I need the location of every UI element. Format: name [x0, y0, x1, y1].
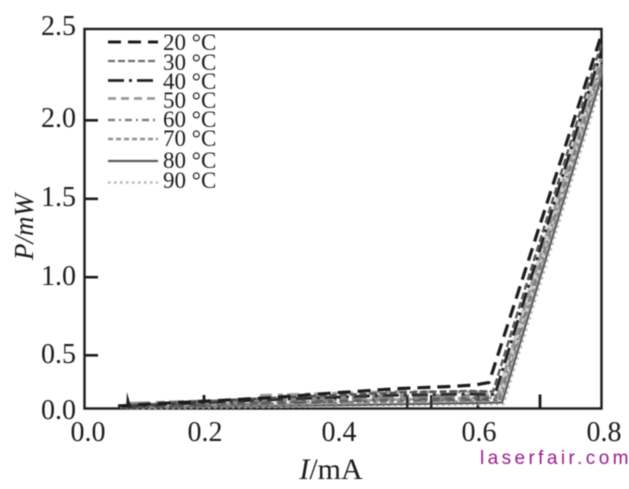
svg-text:20 °C: 20 °C [163, 30, 216, 55]
svg-text:0.2: 0.2 [188, 417, 223, 448]
svg-text:80 °C: 80 °C [163, 148, 216, 173]
svg-text:1.0: 1.0 [41, 261, 76, 292]
svg-text:0.5: 0.5 [41, 339, 76, 370]
svg-text:I/mA: I/mA [298, 453, 363, 486]
svg-text:P/mW: P/mW [9, 191, 39, 260]
svg-text:50 °C: 50 °C [163, 88, 216, 113]
svg-text:0.0: 0.0 [41, 395, 76, 426]
svg-text:1.5: 1.5 [41, 182, 76, 213]
svg-text:laserfair.com: laserfair.com [480, 448, 629, 469]
svg-text:40 °C: 40 °C [163, 69, 216, 94]
svg-text:0.4: 0.4 [322, 417, 357, 448]
svg-text:90 °C: 90 °C [163, 168, 216, 193]
svg-text:60 °C: 60 °C [163, 107, 216, 132]
svg-text:70 °C: 70 °C [163, 126, 216, 151]
svg-text:2.5: 2.5 [41, 11, 76, 42]
svg-text:30 °C: 30 °C [163, 50, 216, 75]
svg-text:0.6: 0.6 [462, 417, 497, 448]
svg-text:2.0: 2.0 [41, 103, 76, 134]
svg-text:0.8: 0.8 [587, 417, 622, 448]
svg-text:0.0: 0.0 [71, 417, 106, 448]
